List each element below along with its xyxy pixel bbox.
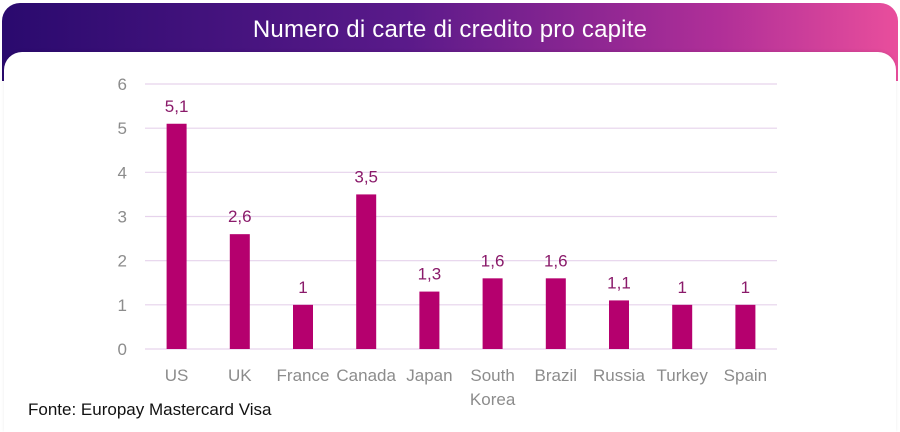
bar (735, 304, 756, 349)
value-label: 2,6 (228, 207, 252, 226)
x-tick-label: Spain (724, 366, 767, 385)
bar (166, 123, 187, 349)
bar (356, 194, 377, 349)
x-tick-label: Korea (470, 390, 516, 409)
y-tick-label: 5 (118, 119, 127, 138)
value-label: 5,1 (165, 97, 189, 116)
bar (672, 304, 693, 349)
chart-panel (4, 52, 896, 432)
value-label: 3,5 (354, 167, 378, 186)
value-label: 1,3 (418, 265, 442, 284)
source-note: Fonte: Europay Mastercard Visa (28, 400, 272, 419)
value-label: 1 (741, 278, 750, 297)
x-tick-label: France (277, 366, 330, 385)
value-label: 1 (677, 278, 686, 297)
value-label: 1,6 (544, 251, 568, 270)
bar (545, 278, 566, 349)
x-tick-label: US (165, 366, 189, 385)
y-tick-label: 0 (118, 340, 127, 359)
value-label: 1 (298, 278, 307, 297)
y-tick-label: 1 (118, 296, 127, 315)
x-tick-label: South (470, 366, 514, 385)
bar (419, 291, 440, 349)
y-tick-label: 4 (118, 163, 127, 182)
x-tick-label: UK (228, 366, 252, 385)
x-tick-label: Japan (406, 366, 452, 385)
bar (609, 300, 629, 349)
y-tick-label: 2 (118, 252, 127, 271)
x-tick-label: Canada (336, 366, 396, 385)
bar (293, 304, 313, 349)
value-label: 1,6 (481, 251, 505, 270)
x-tick-label: Turkey (657, 366, 709, 385)
bar (229, 234, 250, 349)
y-tick-label: 3 (118, 208, 127, 227)
x-tick-label: Russia (593, 366, 646, 385)
x-tick-label: Brazil (535, 366, 578, 385)
chart-title: Numero di carte di credito pro capite (252, 16, 648, 43)
y-tick-label: 6 (118, 75, 127, 94)
bar (482, 278, 503, 349)
value-label: 1,1 (607, 273, 631, 292)
